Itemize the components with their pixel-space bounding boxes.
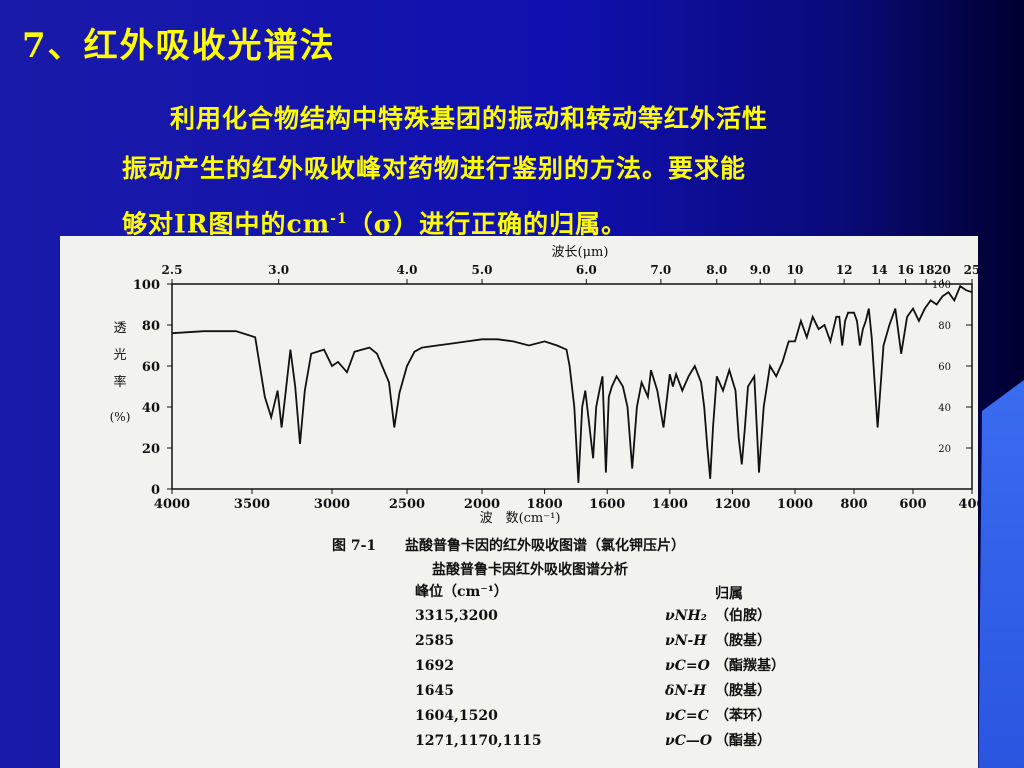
y-axis-label-3: 率 [113, 374, 126, 390]
x2-tick-label: 4.0 [397, 263, 418, 277]
x2-tick-label: 3.0 [268, 263, 289, 277]
x2-tick-label: 12 [836, 263, 853, 277]
x2-axis-label: 波长(μm) [552, 245, 609, 260]
scanned-figure: 波长(μm) 波 数(cm⁻¹) 透 光 率 (%) 4000 3500 3000 2… [60, 236, 978, 768]
y-tick-label: 20 [142, 442, 160, 457]
x2-tick-label: 16 [897, 263, 914, 277]
figure-caption: 盐酸普鲁卡因的红外吸收图谱（氯化钾压片） [405, 537, 685, 554]
table-peak: 2585 [415, 633, 454, 649]
x2-tick-label: 5.0 [472, 263, 493, 277]
y-tick-label: 40 [142, 401, 160, 416]
spectrum-line [171, 284, 973, 483]
assignment-table: 3315,3200 νNH₂ （伯胺） 2585 νN-H （胺基） 1692 νC=O （酯羰… [415, 607, 785, 749]
table-assignment: （酯羰基） [715, 657, 785, 674]
table-symbol: νC=C [665, 708, 709, 724]
table-symbol: νC=O [665, 658, 711, 674]
x-tick-label: 2500 [389, 497, 425, 512]
y-right-tick-label: 80 [938, 321, 951, 332]
y-tick-label: 60 [142, 360, 160, 375]
paragraph-line-2: 振动产生的红外吸收峰对药物进行鉴别的方法。要求能 [122, 154, 747, 183]
x2-tick-label: 10 [787, 263, 804, 277]
x-ticks: 4000 3500 3000 2500 2000 1800 1600 1400 1200 1000… [154, 489, 978, 512]
x2-tick-label: 20 [934, 263, 951, 277]
x-tick-label: 1200 [714, 497, 750, 512]
x-tick-label: 1800 [527, 497, 563, 512]
x2-tick-label: 14 [871, 263, 888, 277]
x-tick-label: 600 [899, 497, 926, 512]
y-axis-label-2: 光 [113, 348, 126, 363]
y-right-tick-label: 40 [938, 403, 951, 414]
y-right-tick-label: 100 [932, 280, 951, 291]
x-tick-label: 2000 [464, 497, 500, 512]
y-right-ticks: 20 40 60 80 100 [932, 280, 972, 455]
table-assignment: （胺基） [715, 632, 771, 649]
table-symbol: δN-H [664, 683, 707, 699]
x-tick-label: 1600 [589, 497, 625, 512]
table-peak: 1271,1170,1115 [415, 733, 542, 749]
x2-tick-label: 7.0 [650, 263, 671, 277]
x2-tick-label: 6.0 [576, 263, 597, 277]
x2-tick-label: 25 [964, 263, 978, 277]
y-axis-label-1: 透 [113, 321, 126, 336]
table-peak: 1604,1520 [415, 708, 498, 724]
x2-tick-label: 18 [918, 263, 935, 277]
table-peak: 1645 [415, 683, 454, 699]
slide-title: 7、红外吸收光谱法 [22, 26, 336, 66]
x-tick-label: 3000 [314, 497, 350, 512]
caption-number: 图 7-1 [332, 538, 376, 554]
x-tick-label: 400 [958, 497, 978, 512]
plot-frame [171, 283, 973, 490]
x2-tick-label: 2.5 [162, 263, 183, 277]
ir-spectrum-chart: 波长(μm) 波 数(cm⁻¹) 透 光 率 (%) 4000 3500 3000 2… [110, 245, 978, 749]
table-assignment: （苯环） [715, 707, 771, 724]
x-tick-label: 800 [840, 497, 867, 512]
x-axis-label: 波 数(cm⁻¹) [480, 511, 561, 526]
table-peak: 3315,3200 [415, 608, 498, 624]
x-tick-label: 1400 [652, 497, 688, 512]
decorative-blue-bar [978, 380, 1024, 768]
table-symbol: νC—O [665, 733, 713, 749]
y-ticks: 0 20 40 60 80 100 [133, 278, 172, 498]
table-assignment: （胺基） [715, 682, 771, 699]
x2-ticks: 2.5 3.0 4.0 5.0 6.0 7.0 8.0 9.0 10 12 14 16 18 20 25 [162, 263, 978, 284]
table-assignment: （酯基） [715, 732, 771, 749]
table-symbol: νN-H [665, 633, 707, 649]
y-right-tick-label: 60 [938, 362, 951, 373]
y-tick-label: 0 [151, 483, 160, 498]
y-right-tick-label: 20 [938, 444, 951, 455]
table-head-peak: 峰位（cm⁻¹） [415, 583, 508, 600]
x-tick-label: 1000 [777, 497, 813, 512]
x2-tick-label: 8.0 [706, 263, 727, 277]
x2-tick-label: 9.0 [750, 263, 771, 277]
table-head-assign: 归属 [715, 585, 743, 602]
y-tick-label: 100 [133, 278, 160, 293]
y-tick-label: 80 [142, 319, 160, 334]
paragraph-line-3: 够对IR图中的cm-1（σ）进行正确的归属。 [122, 209, 628, 239]
y-axis-label-4: (%) [110, 410, 131, 424]
figure-subcaption: 盐酸普鲁卡因红外吸收图谱分析 [432, 561, 628, 578]
paragraph-line-1: 利用化合物结构中特殊基团的振动和转动等红外活性 [170, 104, 769, 133]
table-assignment: （伯胺） [715, 607, 771, 624]
x-tick-label: 4000 [154, 497, 190, 512]
table-peak: 1692 [415, 658, 454, 674]
table-symbol: νNH₂ [665, 608, 707, 624]
slide-paragraph: 利用化合物结构中特殊基团的振动和转动等红外活性 振动产生的红外吸收峰对药物进行鉴… [122, 94, 972, 249]
x-tick-label: 3500 [234, 497, 270, 512]
